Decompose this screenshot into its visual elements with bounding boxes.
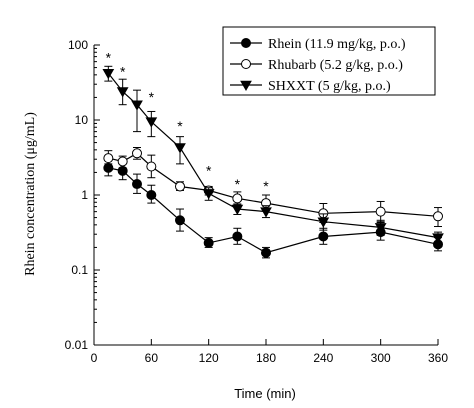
data-point <box>117 156 128 167</box>
data-point <box>203 237 214 248</box>
series-line <box>108 167 439 254</box>
significance-marker: * <box>235 176 241 192</box>
data-point <box>103 162 114 173</box>
y-tick-label: 0.1 <box>71 263 88 277</box>
legend-box <box>222 26 436 96</box>
legend-marker <box>241 59 251 69</box>
data-point <box>261 247 271 258</box>
legend-label: Rhubarb (5.2 g/kg, p.o.) <box>268 58 403 73</box>
legend-label: SHXXT (5 g/kg, p.o.) <box>268 79 391 94</box>
data-point <box>202 189 215 200</box>
significance-marker: * <box>206 162 212 178</box>
data-point <box>146 190 157 200</box>
data-point <box>145 117 158 128</box>
data-point <box>231 204 244 216</box>
axes: 0.01 0.1 1 10 100 0 60 120 180 240 300 360 <box>65 38 449 365</box>
data-point <box>146 161 157 172</box>
series-0 <box>103 159 443 259</box>
significance-marker: * <box>106 50 112 66</box>
data-point <box>132 148 142 159</box>
x-tick-label: 120 <box>199 351 219 365</box>
x-tick-label: 60 <box>145 351 159 365</box>
x-tick-label: 0 <box>91 351 98 365</box>
data-point <box>374 223 387 234</box>
x-tick-label: 300 <box>371 351 391 365</box>
series-line <box>107 72 439 239</box>
data-point <box>375 206 386 217</box>
x-tick-label: 360 <box>428 351 448 365</box>
x-tick-label: 180 <box>256 351 276 365</box>
data-point <box>132 179 142 190</box>
data-point <box>175 215 185 226</box>
y-tick-label: 1 <box>81 188 88 202</box>
data-point <box>232 231 243 242</box>
significance-marker: * <box>149 89 155 105</box>
data-point <box>318 231 329 242</box>
data-point <box>131 100 143 111</box>
data-point <box>232 193 243 204</box>
data-point <box>175 181 185 192</box>
x-tick-label: 240 <box>313 351 333 365</box>
y-tick-label: 100 <box>68 38 88 52</box>
data-point <box>116 87 129 98</box>
series-1 <box>103 146 443 228</box>
legend-label: Rhein (11.9 mg/kg, p.o.) <box>268 37 406 52</box>
series-line <box>108 152 439 217</box>
significance-marker: * <box>177 118 183 134</box>
y-tick-label: 10 <box>75 113 89 127</box>
y-axis-label: Rhein concentration (μg/mL) <box>23 112 38 276</box>
data-point <box>317 217 330 228</box>
x-axis-label: Time (min) <box>234 386 296 401</box>
legend-marker <box>241 38 251 48</box>
data-point <box>174 143 186 154</box>
legend-marker <box>240 80 252 92</box>
significance-marker: * <box>120 63 126 79</box>
legend: Rhein (11.9 mg/kg, p.o.) Rhubarb (5.2 g/k… <box>222 26 436 96</box>
series-layer: * * * * * * * <box>102 50 444 259</box>
series-2 <box>102 65 444 244</box>
data-point <box>260 207 272 218</box>
significance-marker: * <box>263 178 269 194</box>
data-point <box>103 153 114 164</box>
data-point <box>102 69 115 80</box>
data-point <box>433 211 443 222</box>
y-tick-label: 0.01 <box>65 338 89 352</box>
data-point <box>432 233 444 244</box>
